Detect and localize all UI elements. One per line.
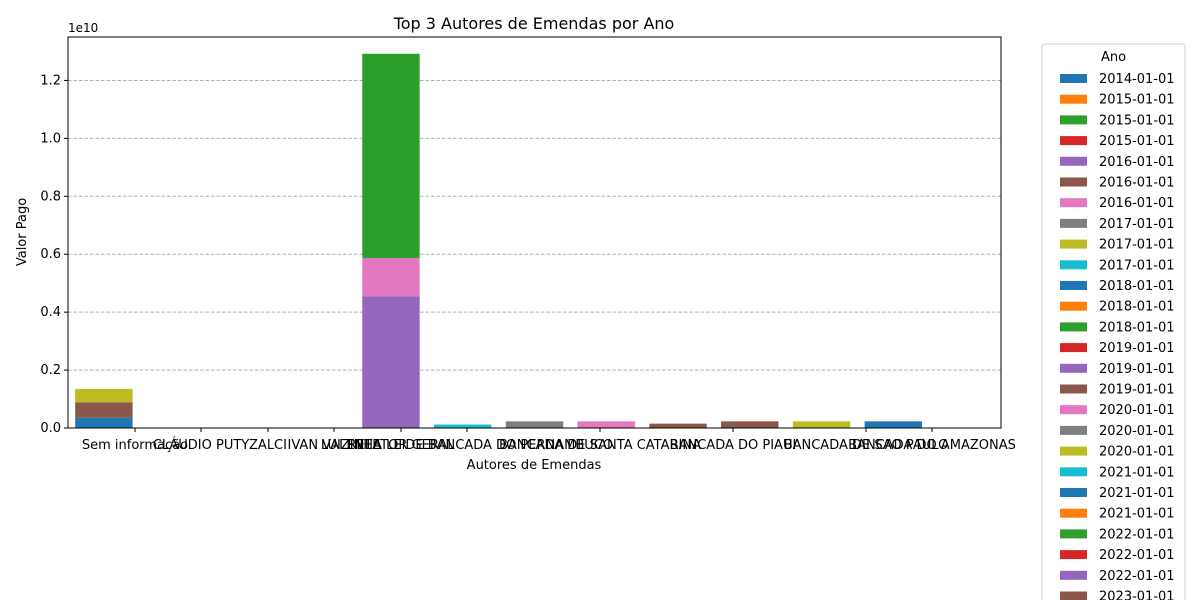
y-tick-label: 0.2 (40, 363, 61, 378)
legend-swatch (1060, 425, 1087, 435)
x-tick-label: LUIZINHA LEIDE BANCADA DO PERNAMBUCO (321, 438, 613, 453)
legend-swatch (1060, 260, 1087, 270)
chart-title: Top 3 Autores de Emendas por Ano (393, 14, 675, 33)
legend-label: 2016-01-01 (1099, 196, 1175, 211)
legend-label: 2017-01-01 (1099, 238, 1175, 253)
legend-label: 2021-01-01 (1099, 486, 1175, 501)
x-axis-label: Autores de Emendas (467, 458, 602, 473)
legend-swatch (1060, 405, 1087, 415)
y-tick-label: 0.0 (40, 421, 61, 436)
y-axis: 0.0 0.2 0.4 0.6 0.8 1.0 1.2 (40, 73, 68, 436)
legend-label: 2022-01-01 (1099, 548, 1175, 563)
legend-swatch (1060, 198, 1087, 208)
legend-label: 2020-01-01 (1099, 445, 1175, 460)
x-tick-label: Sem informação (82, 438, 188, 453)
legend-swatch (1060, 322, 1087, 332)
legend-label: 2015-01-01 (1099, 113, 1175, 128)
legend-label: 2018-01-01 (1099, 279, 1175, 294)
legend-label: 2022-01-01 (1099, 569, 1175, 584)
plot-frame (67, 36, 1002, 429)
legend-label: 2022-01-01 (1099, 527, 1175, 542)
legend-swatch (1060, 467, 1087, 477)
x-tick-label: BANCADA DE SAO PAULO (784, 438, 949, 453)
y-offset-label: 1e10 (68, 21, 98, 35)
legend-swatch (1060, 94, 1087, 104)
legend-swatch (1060, 343, 1087, 353)
legend-label: 2021-01-01 (1099, 507, 1175, 522)
legend-swatch (1060, 239, 1087, 249)
legend-label: 2017-01-01 (1099, 217, 1175, 232)
legend-swatch (1060, 384, 1087, 394)
x-tick-label: CLÁUDIO PUTY (153, 437, 250, 453)
legend-label: 2023-01-01 (1099, 590, 1175, 600)
y-tick-label: 0.4 (40, 305, 61, 320)
bar-segment (75, 417, 133, 428)
legend-swatch (1060, 301, 1087, 311)
y-tick-label: 1.2 (40, 73, 61, 88)
legend-swatch (1060, 74, 1087, 83)
x-tick-label: ZALCI (249, 438, 287, 453)
legend-swatch (1060, 591, 1087, 600)
legend-swatch (1060, 529, 1087, 539)
bar-segment (577, 421, 635, 428)
bar-segment (505, 421, 564, 428)
legend-swatch (1060, 508, 1087, 518)
legend: Ano 2014-01-01 2015-01-01 2015-01-01 2015-01… (1041, 43, 1186, 600)
bar-segment (75, 402, 133, 418)
bar-segment (362, 296, 420, 428)
legend-swatch (1060, 550, 1087, 560)
legend-label: 2017-01-01 (1099, 258, 1175, 273)
legend-swatch (1060, 136, 1087, 146)
legend-swatch (1060, 156, 1087, 166)
legend-swatch (1060, 488, 1087, 497)
bar-segment (649, 423, 707, 428)
bar-segment (362, 53, 420, 258)
legend-label: 2020-01-01 (1099, 424, 1175, 439)
legend-swatch (1060, 177, 1087, 187)
legend-title: Ano (1101, 50, 1126, 65)
legend-swatch (1060, 115, 1087, 125)
bar-segment (362, 257, 420, 297)
legend-label: 2016-01-01 (1099, 176, 1175, 191)
x-tick-label: BANCADA DO PIAUI (670, 438, 797, 453)
legend-swatch (1060, 218, 1087, 228)
legend-label: 2021-01-01 (1099, 465, 1175, 480)
x-tick-label: RELATOR GERAL (348, 438, 456, 453)
bar-segment (434, 424, 492, 428)
legend-label: 2018-01-01 (1099, 320, 1175, 335)
bar-segment (721, 421, 779, 428)
y-tick-label: 0.6 (40, 247, 61, 262)
legend-label: 2019-01-01 (1099, 383, 1175, 398)
y-axis-label: Valor Pago (15, 198, 30, 266)
bar-segment (864, 421, 923, 428)
legend-swatch (1060, 363, 1087, 373)
legend-swatch (1060, 570, 1087, 580)
legend-label: 2015-01-01 (1099, 93, 1175, 108)
bar-segment (792, 421, 851, 428)
y-tick-label: 0.8 (40, 189, 61, 204)
legend-label: 2014-01-01 (1099, 72, 1175, 87)
y-tick-label: 1.0 (40, 131, 61, 146)
legend-swatch (1060, 281, 1087, 290)
legend-swatch (1060, 446, 1087, 456)
legend-label: 2016-01-01 (1099, 155, 1175, 170)
bars (75, 53, 923, 428)
x-tick-label: IVAN VALENTE (288, 438, 381, 453)
y-gridlines (68, 79, 1001, 371)
x-tick-label: BANCADA DE SANTA CATARINA (499, 438, 701, 453)
legend-label: 2019-01-01 (1099, 341, 1175, 356)
bar-segment (75, 388, 133, 403)
legend-label: 2020-01-01 (1099, 403, 1175, 418)
legend-label: 2019-01-01 (1099, 362, 1175, 377)
legend-label: 2018-01-01 (1099, 300, 1175, 315)
legend-label: 2015-01-01 (1099, 134, 1175, 149)
x-tick-label: BANCADA DO AMAZONAS (848, 438, 1016, 453)
